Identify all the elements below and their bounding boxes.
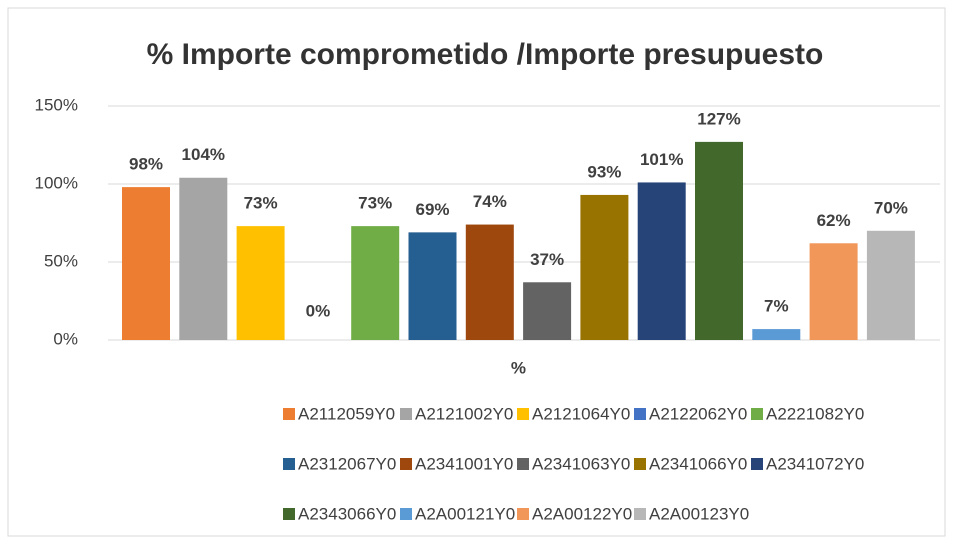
data-label: 98% <box>129 155 163 174</box>
bar <box>580 194 629 340</box>
legend-label: A2122062Y0 <box>649 404 747 423</box>
data-label: 37% <box>530 250 564 269</box>
bar <box>752 329 801 340</box>
legend-label: A2112059Y0 <box>298 404 395 423</box>
legend-swatch <box>517 458 529 470</box>
legend-label: A2221082Y0 <box>766 404 864 423</box>
legend-label: A2121002Y0 <box>415 404 513 423</box>
y-tick-label: 150% <box>35 95 78 114</box>
data-label: 73% <box>244 194 278 213</box>
bar <box>351 226 400 340</box>
data-label: 73% <box>358 194 392 213</box>
legend-label: A2341066Y0 <box>649 454 747 473</box>
legend-swatch <box>283 458 295 470</box>
bar <box>179 177 228 340</box>
bar <box>236 226 285 340</box>
bar <box>122 187 170 340</box>
legend-label: A2A00121Y0 <box>415 504 515 523</box>
legend-label: A2121064Y0 <box>532 404 630 423</box>
bar <box>523 282 572 340</box>
data-label: 127% <box>697 109 740 128</box>
data-label: 62% <box>817 211 851 230</box>
legend-swatch <box>400 408 412 420</box>
legend-swatch <box>283 508 295 520</box>
legend-swatch <box>751 408 763 420</box>
bar <box>695 141 743 340</box>
y-tick-label: 50% <box>44 251 78 270</box>
bar <box>809 243 858 340</box>
legend-swatch <box>751 458 763 470</box>
legend-swatch <box>634 508 646 520</box>
x-axis-label: % <box>511 358 526 377</box>
legend-swatch <box>283 408 295 420</box>
legend-label: A2343066Y0 <box>298 504 396 523</box>
legend-label: A2341001Y0 <box>415 454 513 473</box>
data-label: 7% <box>764 297 789 316</box>
bar <box>408 232 457 340</box>
data-label: 0% <box>306 301 331 320</box>
data-label: 104% <box>182 145 225 164</box>
chart-title: % Importe comprometido /Importe presupue… <box>147 38 824 71</box>
legend-label: A2341063Y0 <box>532 454 630 473</box>
y-tick-label: 100% <box>35 173 78 192</box>
legend-label: A2A00122Y0 <box>532 504 632 523</box>
legend-label: A2341072Y0 <box>766 454 864 473</box>
legend-swatch <box>517 408 529 420</box>
bar <box>637 182 686 340</box>
data-label: 70% <box>874 198 908 217</box>
legend-label: A2312067Y0 <box>298 454 396 473</box>
data-label: 74% <box>473 192 507 211</box>
legend-label: A2A00123Y0 <box>649 504 749 523</box>
legend-swatch <box>634 458 646 470</box>
y-tick-label: 0% <box>53 329 78 348</box>
data-label: 93% <box>587 162 621 181</box>
data-label: 69% <box>415 200 449 219</box>
legend-swatch <box>400 458 412 470</box>
bar <box>866 230 915 340</box>
bar <box>465 224 514 340</box>
legend-swatch <box>517 508 529 520</box>
legend-swatch <box>634 408 646 420</box>
data-label: 101% <box>640 150 683 169</box>
legend-swatch <box>400 508 412 520</box>
